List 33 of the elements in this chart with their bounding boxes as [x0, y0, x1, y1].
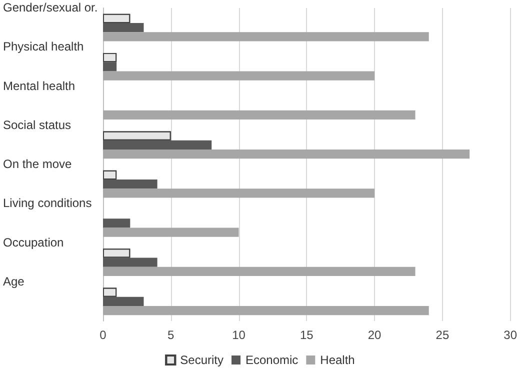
x-tick-label: 5: [168, 328, 175, 342]
y-tick-label: Occupation: [3, 235, 64, 250]
bar: [103, 180, 158, 189]
x-tick-label: 15: [300, 328, 314, 342]
x-tick-label: 10: [232, 328, 246, 342]
legend-label: Security: [180, 353, 224, 367]
bar: [103, 306, 429, 316]
bar: [103, 218, 130, 228]
legend-label: Economic: [245, 353, 298, 367]
x-tick-label: 20: [368, 328, 382, 342]
y-tick-label: Age: [3, 274, 25, 288]
bar: [103, 296, 144, 306]
bar: [103, 71, 375, 80]
bar: [103, 266, 416, 276]
bar: [103, 32, 429, 42]
x-tick-label: 0: [100, 328, 107, 342]
y-tick-label: Gender/sexual or.: [3, 0, 98, 15]
x-tick-label: 25: [436, 328, 450, 342]
x-tick-label: 30: [504, 328, 518, 342]
y-tick-label: Mental health: [3, 78, 76, 93]
y-tick-label: On the move: [3, 157, 72, 172]
y-tick-label: Physical health: [3, 40, 84, 54]
y-tick-label: Social status: [3, 118, 72, 132]
bar: [103, 23, 144, 32]
bar: [103, 258, 158, 267]
y-tick-label: Living conditions: [3, 196, 92, 210]
bar: [103, 62, 117, 72]
bar: [103, 188, 375, 198]
bar: [103, 110, 416, 120]
bar: [103, 228, 239, 237]
legend-label: Health: [320, 353, 355, 367]
bar: [103, 150, 470, 159]
bar: [103, 140, 212, 150]
